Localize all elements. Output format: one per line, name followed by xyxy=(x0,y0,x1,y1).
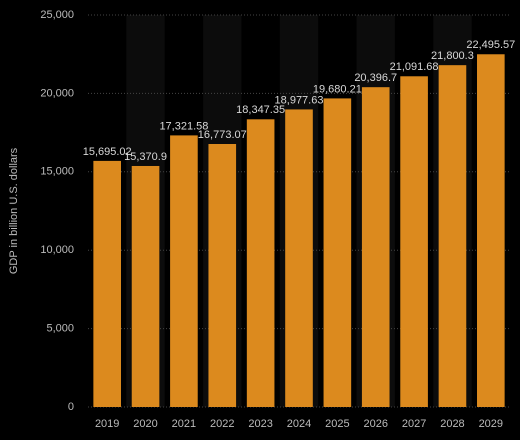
x-tick-label: 2021 xyxy=(172,418,196,430)
x-tick-label: 2022 xyxy=(210,418,234,430)
x-tick-label: 2019 xyxy=(95,418,119,430)
value-label: 17,321.58 xyxy=(159,120,208,132)
value-label: 16,773.07 xyxy=(198,129,247,141)
bar xyxy=(246,119,275,408)
y-tick-label: 5,000 xyxy=(46,323,74,335)
value-label: 15,695.02 xyxy=(83,146,132,158)
bar xyxy=(477,54,505,407)
x-tick-label: 2023 xyxy=(248,418,272,430)
value-label: 18,977.63 xyxy=(275,94,324,106)
value-label: 21,800.3 xyxy=(431,50,474,62)
y-tick-label: 15,000 xyxy=(40,166,74,178)
x-tick-label: 2028 xyxy=(440,418,464,430)
bar xyxy=(361,87,390,407)
x-tick-label: 2025 xyxy=(325,418,349,430)
bar xyxy=(438,65,467,407)
value-label: 18,347.35 xyxy=(236,104,285,116)
bar xyxy=(400,76,428,407)
x-tick-label: 2020 xyxy=(133,418,157,430)
value-label: 21,091.68 xyxy=(390,61,439,73)
value-label: 20,396.7 xyxy=(354,72,397,84)
x-tick-label: 2024 xyxy=(287,418,311,430)
bar xyxy=(170,135,198,407)
x-tick-label: 2027 xyxy=(402,418,426,430)
value-label: 15,370.9 xyxy=(124,151,167,163)
y-tick-label: 0 xyxy=(68,401,74,413)
y-tick-label: 20,000 xyxy=(40,87,74,99)
x-tick-label: 2029 xyxy=(479,418,503,430)
y-axis-label: GDP in billion U.S. dollars xyxy=(8,147,20,274)
y-tick-label: 25,000 xyxy=(40,9,74,21)
value-label: 22,495.57 xyxy=(466,39,515,51)
y-tick-label: 10,000 xyxy=(40,244,74,256)
value-label: 19,680.21 xyxy=(313,83,362,95)
bar xyxy=(285,109,313,408)
bar xyxy=(131,165,160,407)
bar xyxy=(93,160,121,407)
bar xyxy=(323,98,352,407)
bar xyxy=(208,143,237,407)
x-tick-label: 2026 xyxy=(363,418,387,430)
